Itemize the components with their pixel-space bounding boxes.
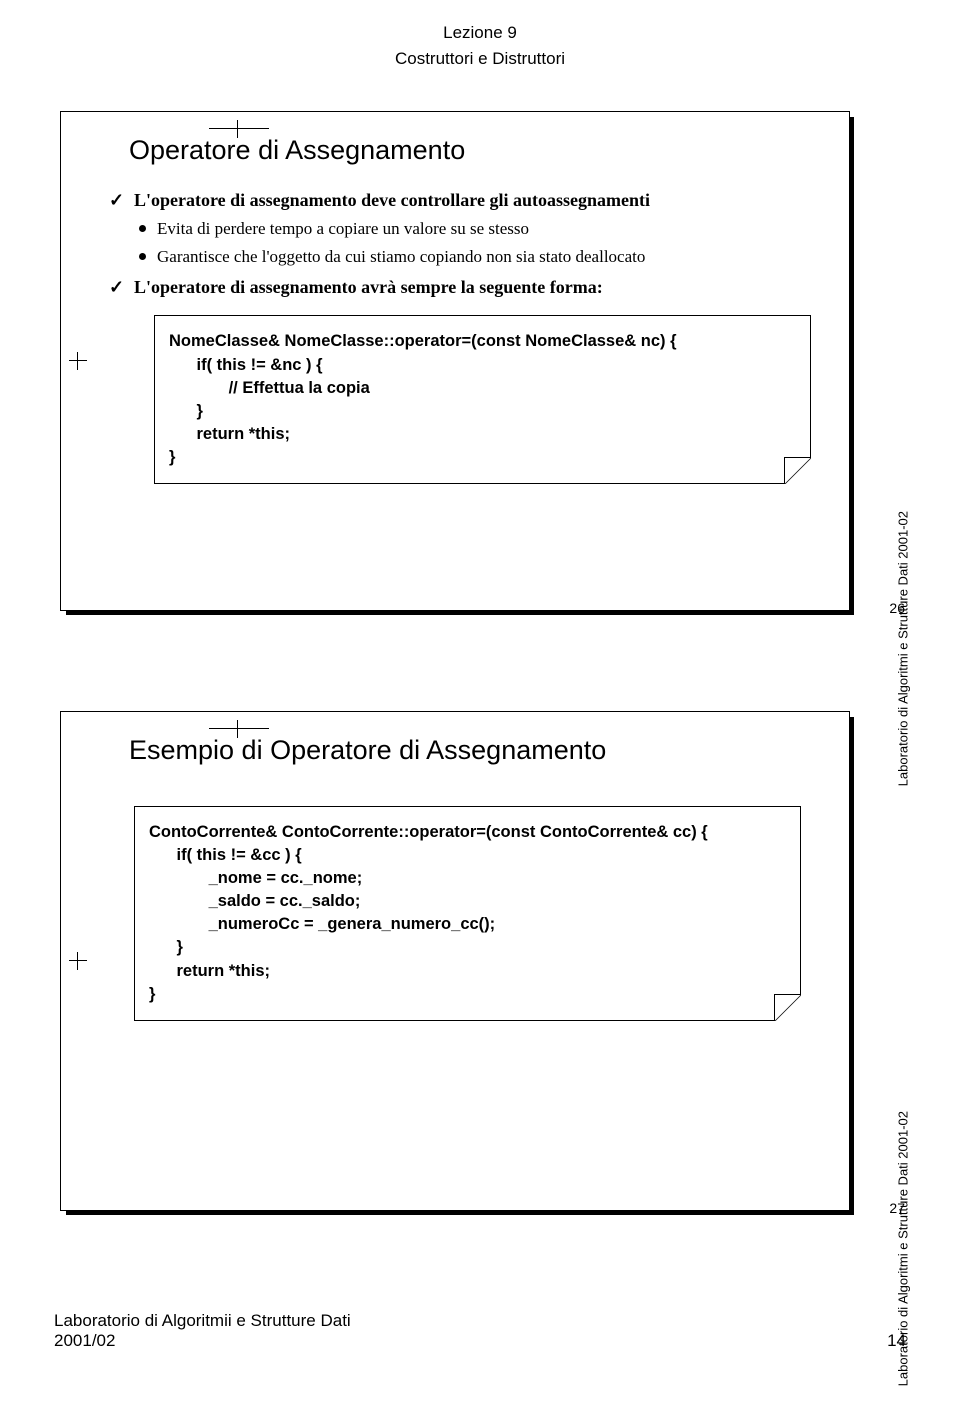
code-line: // Effettua la copia bbox=[169, 377, 796, 400]
side-label: Laboratorio di Algoritmi e Strutture Dat… bbox=[895, 1111, 910, 1386]
crop-mark-left-icon bbox=[69, 952, 87, 970]
code-line: ContoCorrente& ContoCorrente::operator=(… bbox=[149, 821, 786, 844]
slide-title: Operatore di Assegnamento bbox=[129, 135, 831, 166]
page-footer: Laboratorio di Algoritmii e Strutture Da… bbox=[50, 1311, 910, 1351]
code-line: _numeroCc = _genera_numero_cc(); bbox=[149, 913, 786, 936]
header-line-1: Lezione 9 bbox=[50, 20, 910, 46]
code-line: } bbox=[169, 400, 796, 423]
check-item-1: L'operatore di assegnamento deve control… bbox=[109, 188, 831, 212]
code-line: if( this != &cc ) { bbox=[149, 844, 786, 867]
footer-line-2: 2001/02 bbox=[54, 1331, 351, 1351]
slide-number: 27 bbox=[889, 1200, 905, 1216]
slide-frame: Operatore di Assegnamento L'operatore di… bbox=[60, 111, 850, 611]
code-box: ContoCorrente& ContoCorrente::operator=(… bbox=[134, 806, 801, 1021]
page-header: Lezione 9 Costruttori e Distruttori bbox=[50, 20, 910, 71]
check-item-2: L'operatore di assegnamento avrà sempre … bbox=[109, 275, 831, 299]
code-line: return *this; bbox=[169, 423, 796, 446]
bullet-item-1: Evita di perdere tempo a copiare un valo… bbox=[139, 218, 831, 241]
code-line: _saldo = cc._saldo; bbox=[149, 890, 786, 913]
slide-frame: Esempio di Operatore di Assegnamento Con… bbox=[60, 711, 850, 1211]
crop-mark-top-icon bbox=[229, 120, 247, 138]
slide-1: Operatore di Assegnamento L'operatore di… bbox=[60, 111, 900, 621]
slide-number: 26 bbox=[889, 600, 905, 616]
crop-mark-top-icon bbox=[229, 720, 247, 738]
slide-title: Esempio di Operatore di Assegnamento bbox=[129, 735, 831, 766]
code-line: _nome = cc._nome; bbox=[149, 867, 786, 890]
code-line: } bbox=[149, 936, 786, 959]
crop-mark-left-icon bbox=[69, 352, 87, 370]
slide-2: Esempio di Operatore di Assegnamento Con… bbox=[60, 711, 900, 1221]
bullet-item-2: Garantisce che l'oggetto da cui stiamo c… bbox=[139, 246, 831, 269]
page-fold-icon bbox=[784, 457, 811, 484]
code-line: NomeClasse& NomeClasse::operator=(const … bbox=[169, 330, 796, 353]
code-line: if( this != &nc ) { bbox=[169, 354, 796, 377]
code-box: NomeClasse& NomeClasse::operator=(const … bbox=[154, 315, 811, 484]
code-line: } bbox=[149, 983, 786, 1006]
page-fold-icon bbox=[774, 994, 801, 1021]
code-line: } bbox=[169, 446, 796, 469]
footer-line-1: Laboratorio di Algoritmii e Strutture Da… bbox=[54, 1311, 351, 1331]
header-line-2: Costruttori e Distruttori bbox=[50, 46, 910, 72]
code-line: return *this; bbox=[149, 960, 786, 983]
